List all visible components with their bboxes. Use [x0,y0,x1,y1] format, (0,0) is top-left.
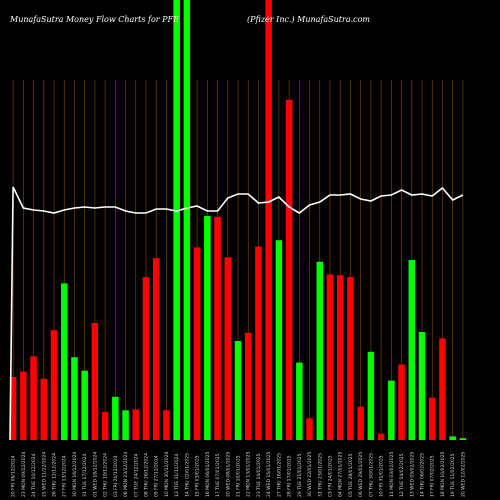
x-tick-label: 21 FRI 10/01/2025 [236,455,242,497]
bar [193,247,201,440]
bar [173,0,180,440]
money-flow-line [9,186,464,441]
bar [275,240,283,440]
x-tick-label: 29 TUE 21/01/2025 [297,453,303,497]
x-tick-label: 16 MON 06/01/2025 [205,452,211,497]
bar [255,246,262,440]
x-tick-label: 31 TUE 17/12/2024 [82,453,88,497]
x-tick-label: 04 MON 27/01/2025 [338,452,344,497]
x-tick-label: 06 MON 23/12/2024 [123,452,129,497]
x-tick-label: 30 WED 22/01/2025 [307,452,313,497]
x-tick-label: 17 FRI 07/02/2025 [430,455,436,497]
bar [326,274,334,440]
bar [204,215,211,440]
bar [30,356,37,440]
bar [398,364,405,440]
bar [122,410,129,440]
bar [214,216,221,440]
chart-title-left: MunafaSutra Money Flow Charts for PFE [9,15,179,24]
bar [234,341,242,440]
bar [112,396,119,440]
bar [9,377,17,440]
bar [60,283,68,440]
bar [316,261,324,440]
x-tick-label: 08 THU 26/12/2024 [144,453,150,497]
bar [367,351,375,440]
x-tick-label: 23 MON 09/12/2024 [21,452,27,497]
bar [296,362,303,440]
bar [132,409,140,440]
bar [357,406,364,440]
x-tick-label: 03 FRI 24/01/2025 [328,455,334,497]
x-tick-label: 01 WED 18/12/2024 [92,452,98,497]
bar [50,330,58,440]
x-tick-label: 14 THU 02/01/2025 [184,453,190,497]
bar [244,332,252,440]
x-tick-label: 24 TUE 10/12/2024 [31,453,37,497]
bar-series [9,0,467,441]
x-tick-label: 07 TUE 24/12/2024 [133,453,139,497]
bar [306,418,313,440]
x-tick-label: 15 FRI 03/01/2025 [195,455,201,497]
x-tick-label: 24 WED 15/01/2025 [266,452,272,497]
bar [418,332,426,440]
x-tick-label: 27 THU 16/01/2025 [276,453,282,497]
bar [377,433,385,440]
x-tick-label: 30 MON 16/12/2024 [72,452,78,497]
bar [183,0,191,440]
bar [40,378,48,440]
x-tick-label: 10 FRI 31/01/2025 [379,455,385,497]
x-tick-label: 12 TUE 04/02/2025 [399,453,405,497]
x-tick-label: 09 FRI 27/12/2024 [154,455,160,497]
x-tick-label: 26 THU 12/12/2024 [52,453,58,497]
x-tick-label: 02 THU 19/12/2024 [103,453,109,497]
bar [91,323,99,440]
x-tick-label: 20 WED 08/01/2025 [225,452,231,497]
x-tick-label: 14 THU 06/02/2025 [420,453,426,497]
bar [439,338,446,440]
bar [347,277,354,440]
bar [285,99,293,441]
x-tick-label: 28 FRI 17/01/2025 [287,455,293,497]
bar [224,257,232,440]
x-tick-label: 13 TUE 31/12/2024 [174,453,180,497]
bar [81,370,88,440]
x-tick-label: 11 MON 03/02/2025 [389,452,395,497]
bar [408,260,416,440]
x-tick-label: 13 WED 05/02/2025 [409,452,415,497]
bar [459,438,467,440]
chart-title-right: (Pfizer Inc.) MunafaSutra.com [247,15,370,24]
bar [388,380,395,440]
bar [20,371,27,440]
x-tick-label: 22 MON 13/01/2025 [246,452,252,497]
x-tick-label: 23 TUE 14/01/2025 [256,453,262,497]
x-tick-label: 06 WED 29/01/2025 [358,452,364,497]
x-tick-label: 05 TUE 28/01/2025 [348,453,354,497]
x-tick-label: 20 WED 12/02/2025 [460,452,466,497]
bar [428,397,436,440]
x-tick-label: 20 FRI 06/12/2024 [11,455,17,497]
x-tick-label: 18 MON 10/02/2025 [440,452,446,497]
x-tick-label: 03 FRI 20/12/2024 [113,455,119,497]
x-tick-label: 07 THU 30/01/2025 [368,453,374,497]
bar [152,258,160,440]
x-tick-label: 31 THU 23/01/2025 [317,453,323,497]
x-tick-label: 19 TUE 11/02/2025 [450,453,456,497]
bar [336,275,344,440]
bar [265,0,272,440]
bar [449,436,456,440]
bar [163,410,170,440]
x-tick-label: 10 MON 30/12/2024 [164,452,170,497]
bar [142,277,150,440]
x-tick-label: 27 FRI 13/12/2024 [62,455,68,497]
x-tick-label: 17 TUE 07/01/2025 [215,453,221,497]
x-tick-labels: 20 FRI 06/12/2024 23 MON 09/12/2024 24 TUE… [11,452,467,497]
line-series [9,186,464,441]
bar [101,412,109,440]
x-tick-label: 25 WED 11/12/2024 [41,452,47,497]
bar [71,357,78,440]
